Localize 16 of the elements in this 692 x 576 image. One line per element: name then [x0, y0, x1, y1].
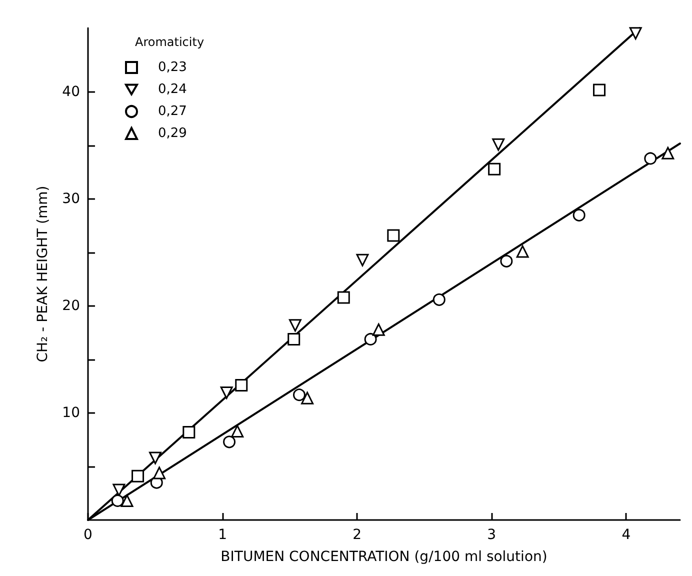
x-tick-label: 1 [218, 527, 228, 543]
x-tick-label: 4 [622, 527, 631, 543]
legend-title: Aromaticity [135, 35, 204, 49]
legend-label: 0,29 [158, 126, 187, 141]
y-tick-label: 30 [62, 191, 80, 208]
y-tick-label: 40 [62, 84, 80, 100]
x-axis-title: BITUMEN CONCENTRATION (g/100 ml solution) [220, 549, 548, 565]
x-tick-label: 3 [487, 527, 496, 543]
legend-label: 0,24 [158, 82, 187, 97]
x-tick-label: 0 [84, 527, 92, 543]
legend-label: 0,27 [158, 104, 187, 119]
x-tick-label: 2 [352, 527, 362, 543]
y-tick-label: 20 [62, 298, 80, 314]
legend-label: 0,23 [158, 60, 187, 75]
y-axis-title: CH₂ - PEAK HEIGHT (mm) [35, 186, 51, 362]
y-tick-label: 10 [62, 405, 80, 422]
